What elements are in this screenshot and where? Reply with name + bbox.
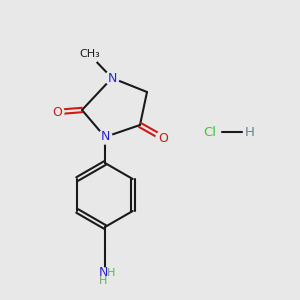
Circle shape (156, 131, 170, 145)
Text: O: O (158, 131, 168, 145)
Text: H: H (107, 268, 115, 278)
Circle shape (97, 268, 113, 284)
Text: N: N (98, 266, 108, 280)
Text: H: H (245, 125, 255, 139)
Text: Cl: Cl (203, 125, 217, 139)
Text: H: H (99, 276, 107, 286)
Text: O: O (52, 106, 62, 118)
Circle shape (81, 46, 99, 64)
Circle shape (50, 105, 64, 119)
Text: N: N (107, 71, 117, 85)
Circle shape (98, 130, 112, 144)
Text: N: N (100, 130, 110, 143)
Circle shape (105, 71, 119, 85)
Text: CH₃: CH₃ (80, 49, 100, 59)
